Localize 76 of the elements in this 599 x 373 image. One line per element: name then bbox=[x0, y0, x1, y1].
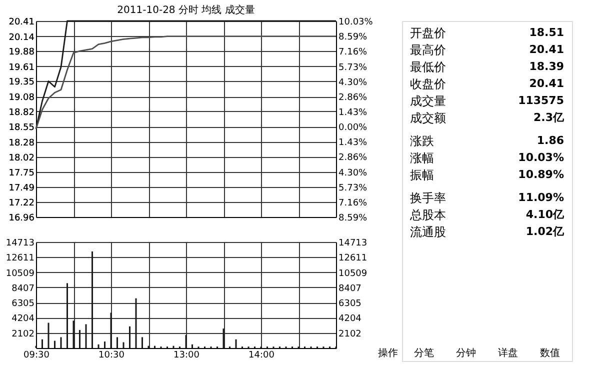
y2-tick-label: 2.86% bbox=[338, 92, 368, 103]
y-tick-label: 8407 bbox=[12, 284, 34, 294]
y2-tick-label: 4.30% bbox=[338, 168, 368, 178]
y2-tick-label: 12611 bbox=[338, 254, 368, 264]
text: 分钟 bbox=[456, 347, 476, 359]
text: 10.03% bbox=[518, 151, 564, 164]
text: 20.41 bbox=[529, 43, 564, 56]
category-label: 流通股 bbox=[410, 225, 446, 239]
text: 分笔 bbox=[414, 347, 434, 359]
y2-tick-label: 5.73% bbox=[338, 183, 368, 194]
category-label: 成交量 bbox=[410, 94, 446, 108]
y-tick-label: 17.49 bbox=[8, 183, 35, 194]
y2-tick-label: 1.43% bbox=[338, 108, 368, 118]
y-tick-label: 18.28 bbox=[8, 138, 35, 149]
y2-tick-label: 7.16% bbox=[338, 48, 368, 58]
y2-tick-label: 4204 bbox=[338, 314, 362, 324]
y2-tick-label: 8407 bbox=[338, 284, 362, 294]
x-tick-label: 14:00 bbox=[248, 350, 275, 360]
y-tick-label: 10509 bbox=[6, 268, 35, 279]
category-label: 最高价 bbox=[410, 43, 446, 57]
y2-tick-label: 0.00% bbox=[338, 123, 368, 134]
x-tick-label: 10:30 bbox=[98, 350, 125, 360]
text: 11.09% bbox=[518, 191, 564, 204]
text: 113575 bbox=[518, 94, 564, 107]
category-label: 涨跌 bbox=[410, 134, 434, 148]
y-tick-label: 19.61 bbox=[8, 62, 34, 73]
text: 18.39 bbox=[529, 60, 564, 73]
y-tick-label: 12611 bbox=[6, 254, 34, 264]
text: 4.10亿 bbox=[526, 208, 564, 221]
text: 2.3亿 bbox=[534, 111, 564, 124]
y-tick-label: 17.22 bbox=[8, 198, 34, 209]
category-label: 总股本 bbox=[409, 208, 446, 222]
y2-tick-label: 2.86% bbox=[338, 153, 368, 164]
category-label: 最低价 bbox=[410, 60, 446, 74]
x-tick-label: 09:30 bbox=[24, 350, 50, 360]
y-tick-label: 6305 bbox=[12, 299, 34, 310]
category-label: 换手率 bbox=[410, 191, 446, 205]
y2-tick-label: 2102 bbox=[338, 329, 362, 340]
text: 10.89% bbox=[518, 168, 564, 181]
text: 详盘 bbox=[498, 347, 518, 359]
y-tick-label: 14713 bbox=[6, 238, 34, 248]
y-tick-label: 19.88 bbox=[8, 48, 35, 58]
y2-tick-label: 5.73% bbox=[338, 62, 368, 73]
y2-tick-label: 8.59% bbox=[338, 214, 368, 224]
category-label: 开盘价 bbox=[410, 26, 446, 40]
y-tick-label: 18.02 bbox=[8, 153, 34, 164]
y-tick-label: 20.14 bbox=[8, 32, 35, 43]
text: 18.51 bbox=[529, 26, 564, 39]
y-tick-label: 16.96 bbox=[8, 214, 35, 224]
y2-tick-label: 4.30% bbox=[338, 78, 368, 88]
text: 数值 bbox=[540, 348, 560, 359]
text: 1.86 bbox=[536, 134, 564, 147]
y-tick-label: 18.82 bbox=[8, 108, 34, 118]
text: 1.02亿 bbox=[526, 225, 564, 238]
category-label: 收盘价 bbox=[410, 77, 446, 91]
y2-tick-label: 8.59% bbox=[338, 32, 368, 43]
category-label: 成交额 bbox=[410, 111, 446, 125]
y2-tick-label: 7.16% bbox=[338, 198, 368, 208]
y2-tick-label: 14713 bbox=[338, 238, 368, 248]
y-tick-label: 19.08 bbox=[8, 93, 35, 104]
y-tick-label: 2102 bbox=[12, 329, 34, 340]
y-tick-label: 19.35 bbox=[8, 78, 34, 88]
x-tick-label: 13:00 bbox=[174, 350, 200, 360]
text: 操作 bbox=[378, 347, 398, 359]
text: 20.41 bbox=[529, 77, 564, 90]
category-label: 涨幅 bbox=[410, 151, 434, 165]
y-tick-label: 4204 bbox=[12, 314, 35, 324]
y-tick-label: 20.41 bbox=[8, 18, 34, 28]
y-tick-label: 18.55 bbox=[8, 123, 34, 134]
y-tick-label: 17.75 bbox=[8, 168, 34, 179]
category-label: 振幅 bbox=[410, 168, 434, 182]
y2-tick-label: 1.43% bbox=[338, 138, 368, 148]
y2-tick-label: 6305 bbox=[338, 299, 362, 310]
chart-title: 2011-10-28 分时 均线 成交量 bbox=[117, 4, 255, 16]
y2-tick-label: 10.03% bbox=[338, 18, 374, 28]
y2-tick-label: 10509 bbox=[338, 268, 368, 279]
